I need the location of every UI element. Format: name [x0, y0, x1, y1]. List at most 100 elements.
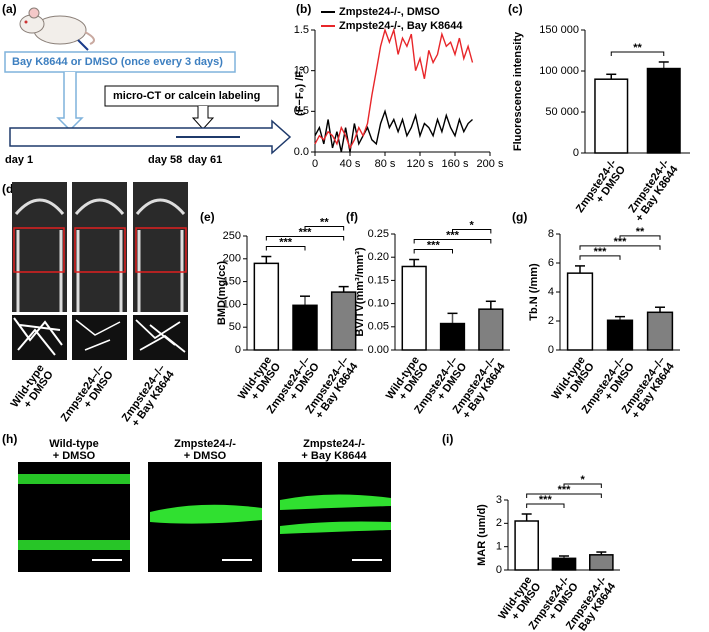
- y-axis-title-group: Fluorescence intensity: [512, 31, 524, 151]
- y-tick-label: 0.15: [368, 274, 389, 286]
- group-label: Zmpste24-/-: [303, 438, 365, 450]
- significance-label: **: [636, 226, 645, 238]
- timeline-arrow: [9, 119, 292, 155]
- y-tick-label: 50 000: [545, 106, 579, 118]
- y-tick-label: 0: [548, 344, 554, 356]
- significance-bracket: [265, 236, 345, 241]
- significance-label: ***: [594, 246, 608, 258]
- y-tick-label: 150 000: [539, 24, 579, 36]
- y-tick-label: 50: [229, 321, 241, 333]
- group-label: + Bay K8644: [301, 450, 367, 462]
- y-tick-label: 8: [548, 228, 554, 240]
- y-axis-title-group: (F−F₀) /F₀: [294, 66, 306, 116]
- bar: [646, 311, 674, 351]
- y-tick-label: 2: [496, 517, 502, 529]
- bar: [330, 291, 357, 351]
- data-line: [314, 108, 473, 153]
- timeline-label: day 61: [188, 154, 222, 166]
- category-label-group: Zmpste24-/-+ DMSO: [574, 157, 629, 215]
- significance-label: **: [633, 42, 642, 54]
- significance-bracket: [452, 229, 492, 234]
- y-axis-title: (F−F₀) /F₀: [294, 66, 306, 116]
- y-tick-label: 6: [548, 257, 554, 269]
- bar: [566, 272, 594, 351]
- y-tick-label: 0: [496, 564, 502, 576]
- y-axis-title-group: BV/TV(mm³/mm³): [354, 247, 366, 337]
- y-tick-label: 100: [223, 298, 241, 310]
- bar: [646, 67, 681, 154]
- panel-label: (e): [200, 210, 215, 224]
- treatment-label: Bay K8644 or DMSO (once every 3 days): [12, 56, 223, 68]
- legend-label: Zmpste24-/-, Bay K8644: [339, 20, 463, 32]
- panel-label: (i): [442, 432, 453, 446]
- significance-label: ***: [427, 239, 441, 251]
- treatment-box: [4, 51, 236, 73]
- significance-label: *: [581, 474, 586, 486]
- group-label: + DMSO: [53, 450, 96, 462]
- significance-label: **: [320, 216, 329, 228]
- significance-label: ***: [446, 229, 460, 241]
- y-axis-title-group: Tb.N (/mm): [528, 263, 540, 321]
- y-axis-title: Tb.N (/mm): [528, 263, 540, 321]
- significance-bracket: [304, 226, 345, 231]
- significance-label: ***: [614, 236, 628, 248]
- timeline-label: day 58: [148, 154, 182, 166]
- bar: [606, 319, 634, 351]
- bar: [253, 262, 280, 351]
- significance-bracket: [265, 246, 306, 251]
- bar: [514, 520, 539, 571]
- panel-label: (c): [508, 2, 523, 16]
- y-tick-label: 4: [548, 286, 554, 298]
- y-axis-title-group: BMD(mg/cc): [216, 261, 228, 326]
- bar: [439, 322, 466, 351]
- significance-bracket: [413, 249, 453, 254]
- y-tick-label: 200: [223, 253, 241, 265]
- y-tick-label: 0: [235, 344, 241, 356]
- bar: [401, 265, 427, 351]
- micro-ct-images: [12, 182, 188, 360]
- x-tick-label: 120 s: [407, 158, 434, 170]
- bar: [594, 78, 629, 154]
- y-tick-label: 0.20: [368, 251, 389, 263]
- y-tick-label: 0.5: [294, 105, 309, 117]
- arrow: [56, 72, 84, 132]
- arrow: [191, 106, 215, 130]
- y-tick-label: 0.0: [294, 146, 309, 158]
- bar: [292, 304, 318, 351]
- y-axis-title: BV/TV(mm³/mm³): [354, 247, 366, 337]
- panel-label: (h): [2, 432, 17, 446]
- x-tick-label: 40 s: [340, 158, 361, 170]
- panel-label: (g): [512, 210, 527, 224]
- group-label: Zmpste24-/-: [174, 438, 236, 450]
- significance-bracket: [526, 493, 602, 498]
- significance-bracket: [413, 239, 492, 244]
- x-tick-label: 80 s: [375, 158, 396, 170]
- significance-bracket: [526, 503, 565, 508]
- measurement-box: [104, 85, 279, 107]
- y-tick-label: 1.5: [294, 24, 309, 36]
- x-tick-label: 200 s: [477, 158, 504, 170]
- y-tick-label: 1.0: [294, 65, 309, 77]
- group-label: + DMSO: [184, 450, 227, 462]
- y-axis-title: Fluorescence intensity: [512, 31, 524, 151]
- y-tick-label: 1: [496, 541, 502, 553]
- y-axis-title: BMD(mg/cc): [216, 261, 228, 326]
- y-tick-label: 150: [223, 276, 241, 288]
- bar: [478, 308, 504, 351]
- panel-label: (a): [2, 2, 17, 16]
- data-line: [314, 27, 474, 150]
- significance-bracket: [579, 255, 621, 260]
- y-tick-label: 3: [496, 494, 502, 506]
- y-tick-label: 100 000: [539, 65, 579, 77]
- y-tick-label: 0.10: [368, 298, 389, 310]
- y-tick-label: 0.05: [368, 321, 389, 333]
- y-tick-label: 0.25: [368, 228, 389, 240]
- y-axis-title: MAR (um/d): [476, 504, 488, 566]
- y-axis-title-group: MAR (um/d): [476, 504, 488, 566]
- panel-label: (b): [296, 2, 311, 16]
- y-tick-label: 0.00: [368, 344, 389, 356]
- mouse-icon: [19, 7, 95, 51]
- timeline-label: day 1: [5, 154, 33, 166]
- category-label-group: Zmpste24-/-+ Bay K8644: [626, 157, 681, 224]
